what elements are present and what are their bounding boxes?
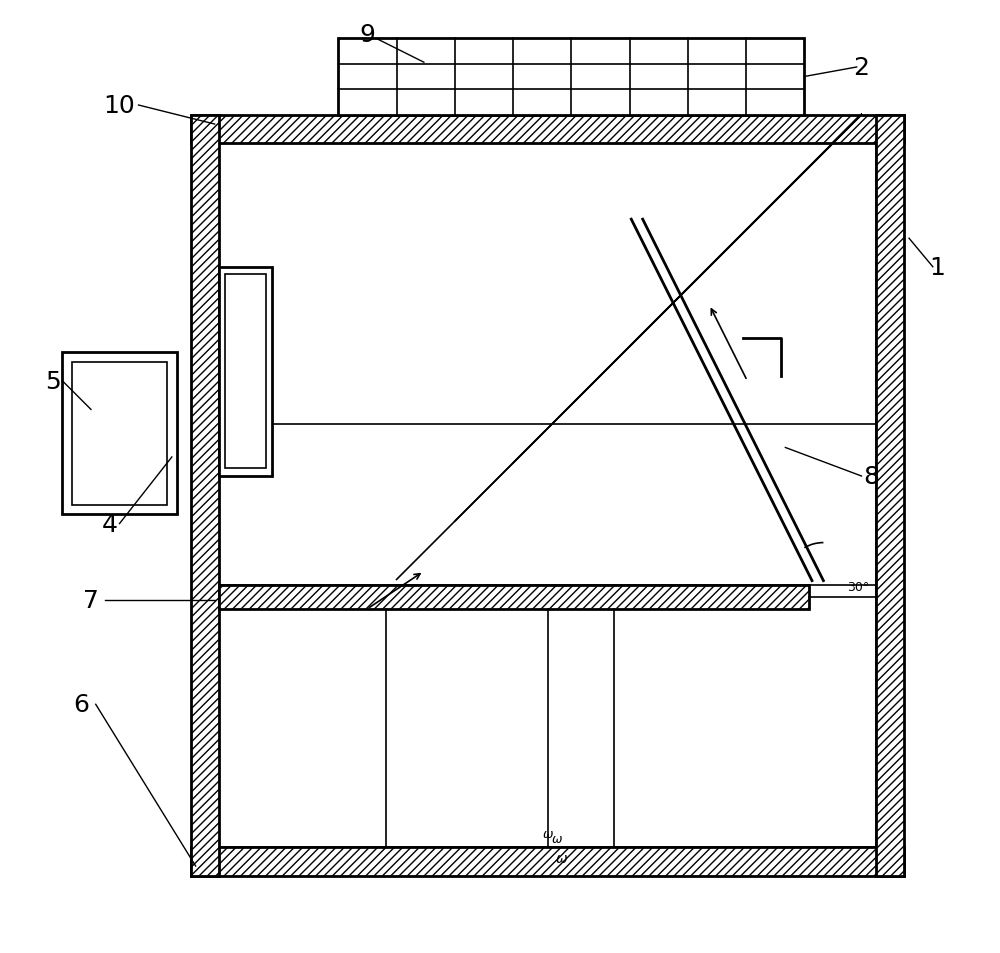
Text: 7: 7 xyxy=(83,588,99,612)
Bar xyxy=(876,115,904,876)
Text: 5: 5 xyxy=(45,370,61,394)
Bar xyxy=(219,586,809,610)
Bar xyxy=(219,268,272,476)
Bar xyxy=(338,39,804,115)
Text: 1: 1 xyxy=(930,255,945,279)
Text: 30°: 30° xyxy=(847,580,869,594)
Bar xyxy=(191,115,219,876)
Bar xyxy=(225,275,266,469)
Text: 6: 6 xyxy=(73,693,89,717)
Text: 10: 10 xyxy=(104,94,135,118)
Bar xyxy=(62,353,177,515)
Text: ω: ω xyxy=(543,827,553,841)
Bar xyxy=(191,847,904,876)
Bar xyxy=(191,115,904,144)
Text: 8: 8 xyxy=(863,464,879,489)
Text: 2: 2 xyxy=(853,56,869,80)
Text: ω: ω xyxy=(556,851,568,865)
Text: 4: 4 xyxy=(102,512,118,536)
Bar xyxy=(72,362,167,505)
Text: 9: 9 xyxy=(359,23,375,47)
Text: ω: ω xyxy=(552,832,563,845)
